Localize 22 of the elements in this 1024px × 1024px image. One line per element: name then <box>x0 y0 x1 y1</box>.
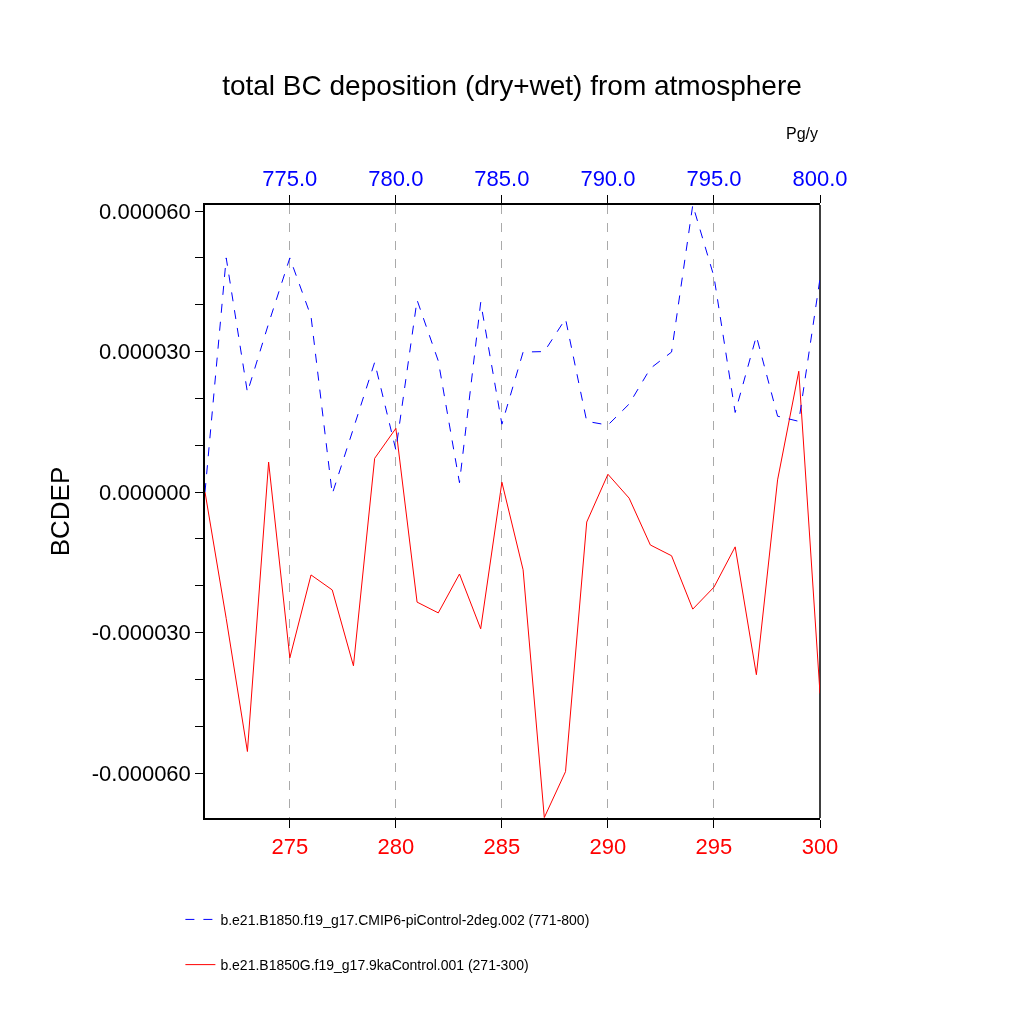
x-tick-label: 285 <box>483 834 521 860</box>
x-tick-label: 295 <box>695 834 733 860</box>
x-tick-label: 275 <box>271 834 309 860</box>
x2-tick-label: 780.0 <box>368 166 424 192</box>
x-tick-label: 290 <box>589 834 627 860</box>
legend-label: b.e21.B1850G.f19_g17.9kaControl.001 (271-300) <box>220 957 529 974</box>
text: Pg/y <box>786 125 819 142</box>
legend-label: b.e21.B1850.f19_g17.CMIP6-piControl-2deg.002 (771-800) <box>220 911 590 928</box>
x2-tick-label: 800.0 <box>792 166 848 192</box>
x-tick-label: 300 <box>801 834 839 860</box>
x2-tick-label: 795.0 <box>686 166 742 192</box>
chart-title: total BC deposition (dry+wet) from atmosphere <box>222 69 802 101</box>
y-tick-label: 0.000030 <box>99 339 191 365</box>
x-tick-label: 280 <box>377 834 415 860</box>
y-tick-label: -0.000060 <box>91 760 191 786</box>
y-axis-title: BCDEP <box>44 466 75 557</box>
x2-tick-label: 775.0 <box>262 166 318 192</box>
y-tick-label: 0.000060 <box>99 198 191 224</box>
x2-tick-label: 785.0 <box>474 166 530 192</box>
y-tick-label: 0.000000 <box>99 479 191 505</box>
x2-tick-label: 790.0 <box>580 166 636 192</box>
y-tick-label: -0.000030 <box>91 620 191 646</box>
